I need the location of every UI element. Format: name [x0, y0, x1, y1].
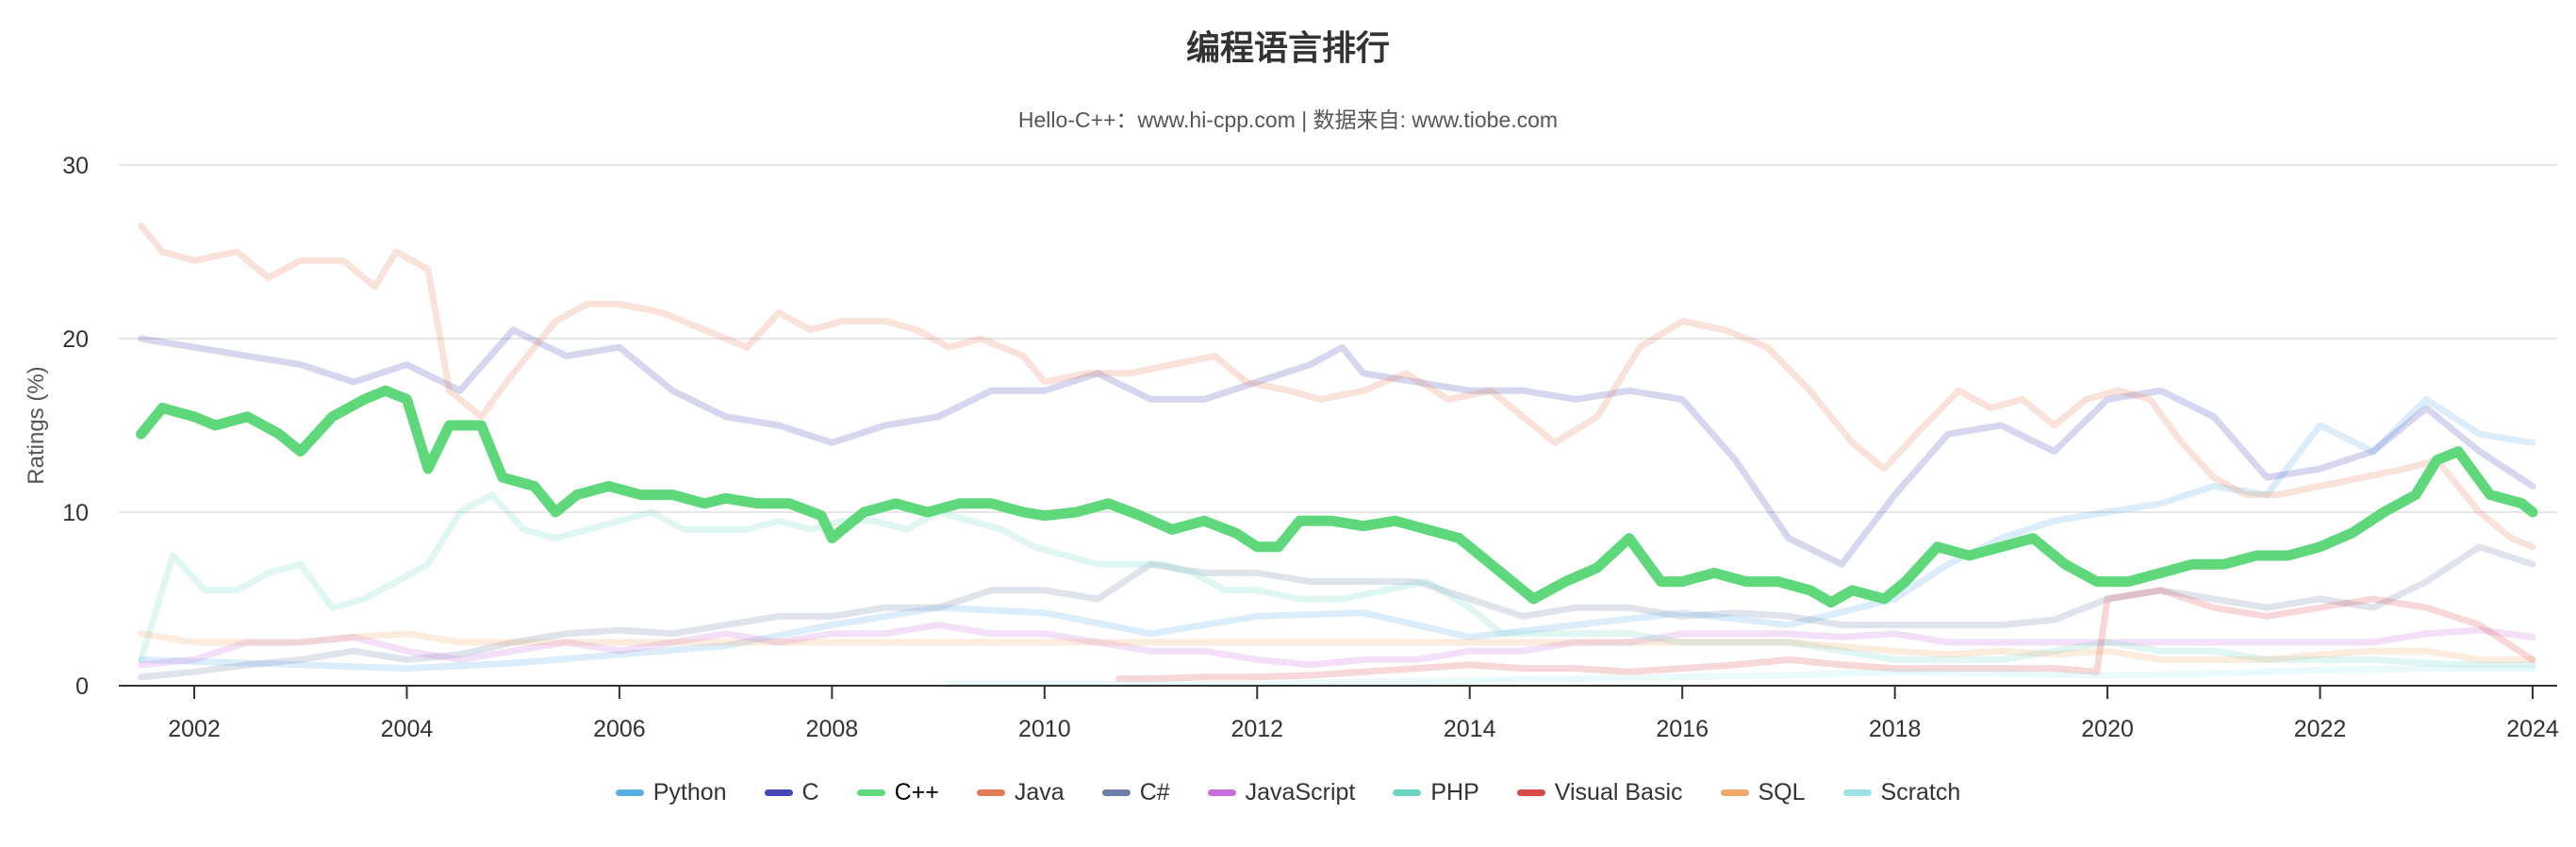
- x-tick-label: 2022: [2294, 716, 2347, 742]
- legend-item-python[interactable]: Python: [616, 779, 727, 806]
- legend-swatch: [1393, 789, 1421, 796]
- y-tick-label: 30: [62, 153, 89, 179]
- legend-swatch: [765, 789, 793, 796]
- grid-layer: [119, 165, 2557, 512]
- y-tick-label: 20: [62, 326, 89, 353]
- series-layer: [141, 225, 2533, 684]
- legend-label: C#: [1140, 779, 1170, 806]
- legend-label: Java: [1015, 779, 1065, 806]
- legend: Python C C++ Java C# JavaScript PHP Visual Basi…: [0, 779, 2576, 806]
- x-tick-label: 2014: [1444, 716, 1496, 742]
- legend-swatch: [1517, 789, 1545, 796]
- x-tick-label: 2002: [168, 716, 221, 742]
- series-line-python: [141, 399, 2533, 668]
- legend-label: SQL: [1759, 779, 1806, 806]
- x-tick-label: 2010: [1018, 716, 1071, 742]
- legend-swatch: [1843, 789, 1872, 796]
- x-tick-label: 2018: [1869, 716, 1922, 742]
- legend-swatch: [1721, 789, 1749, 796]
- legend-label: PHP: [1430, 779, 1478, 806]
- legend-label: Scratch: [1881, 779, 1961, 806]
- legend-label: C: [802, 779, 819, 806]
- legend-label: Python: [653, 779, 727, 806]
- legend-label: Visual Basic: [1555, 779, 1683, 806]
- legend-swatch: [977, 789, 1005, 796]
- plot-area: 0 10 20 30 2002 2004 2006 2008 2010 2012 2014 2016 2…: [0, 0, 2576, 755]
- legend-label: C++: [895, 779, 939, 806]
- legend-item-visual-basic[interactable]: Visual Basic: [1517, 779, 1683, 806]
- legend-swatch: [1208, 789, 1236, 796]
- legend-item-c-[interactable]: C++: [857, 779, 939, 806]
- x-tick-label: 2024: [2506, 716, 2559, 742]
- legend-swatch: [616, 789, 644, 796]
- legend-item-javascript[interactable]: JavaScript: [1208, 779, 1356, 806]
- x-tick-label: 2008: [806, 716, 859, 742]
- x-tick-label: 2006: [593, 716, 646, 742]
- x-tick-label: 2016: [1656, 716, 1709, 742]
- x-tick-label: 2004: [381, 716, 434, 742]
- legend-swatch: [857, 789, 885, 796]
- legend-label: JavaScript: [1246, 779, 1356, 806]
- y-tick-label: 10: [62, 500, 89, 526]
- x-tick-label: 2020: [2081, 716, 2134, 742]
- x-tick-label: 2012: [1230, 716, 1283, 742]
- y-tick-label: 0: [75, 673, 89, 700]
- y-axis-label: Ratings (%): [24, 366, 49, 484]
- legend-item-php[interactable]: PHP: [1393, 779, 1478, 806]
- legend-item-java[interactable]: Java: [977, 779, 1065, 806]
- legend-swatch: [1102, 789, 1131, 796]
- series-line-c: [141, 330, 2533, 564]
- legend-item-sql[interactable]: SQL: [1721, 779, 1806, 806]
- legend-item-c-[interactable]: C#: [1102, 779, 1170, 806]
- legend-item-scratch[interactable]: Scratch: [1843, 779, 1961, 806]
- legend-item-c[interactable]: C: [765, 779, 819, 806]
